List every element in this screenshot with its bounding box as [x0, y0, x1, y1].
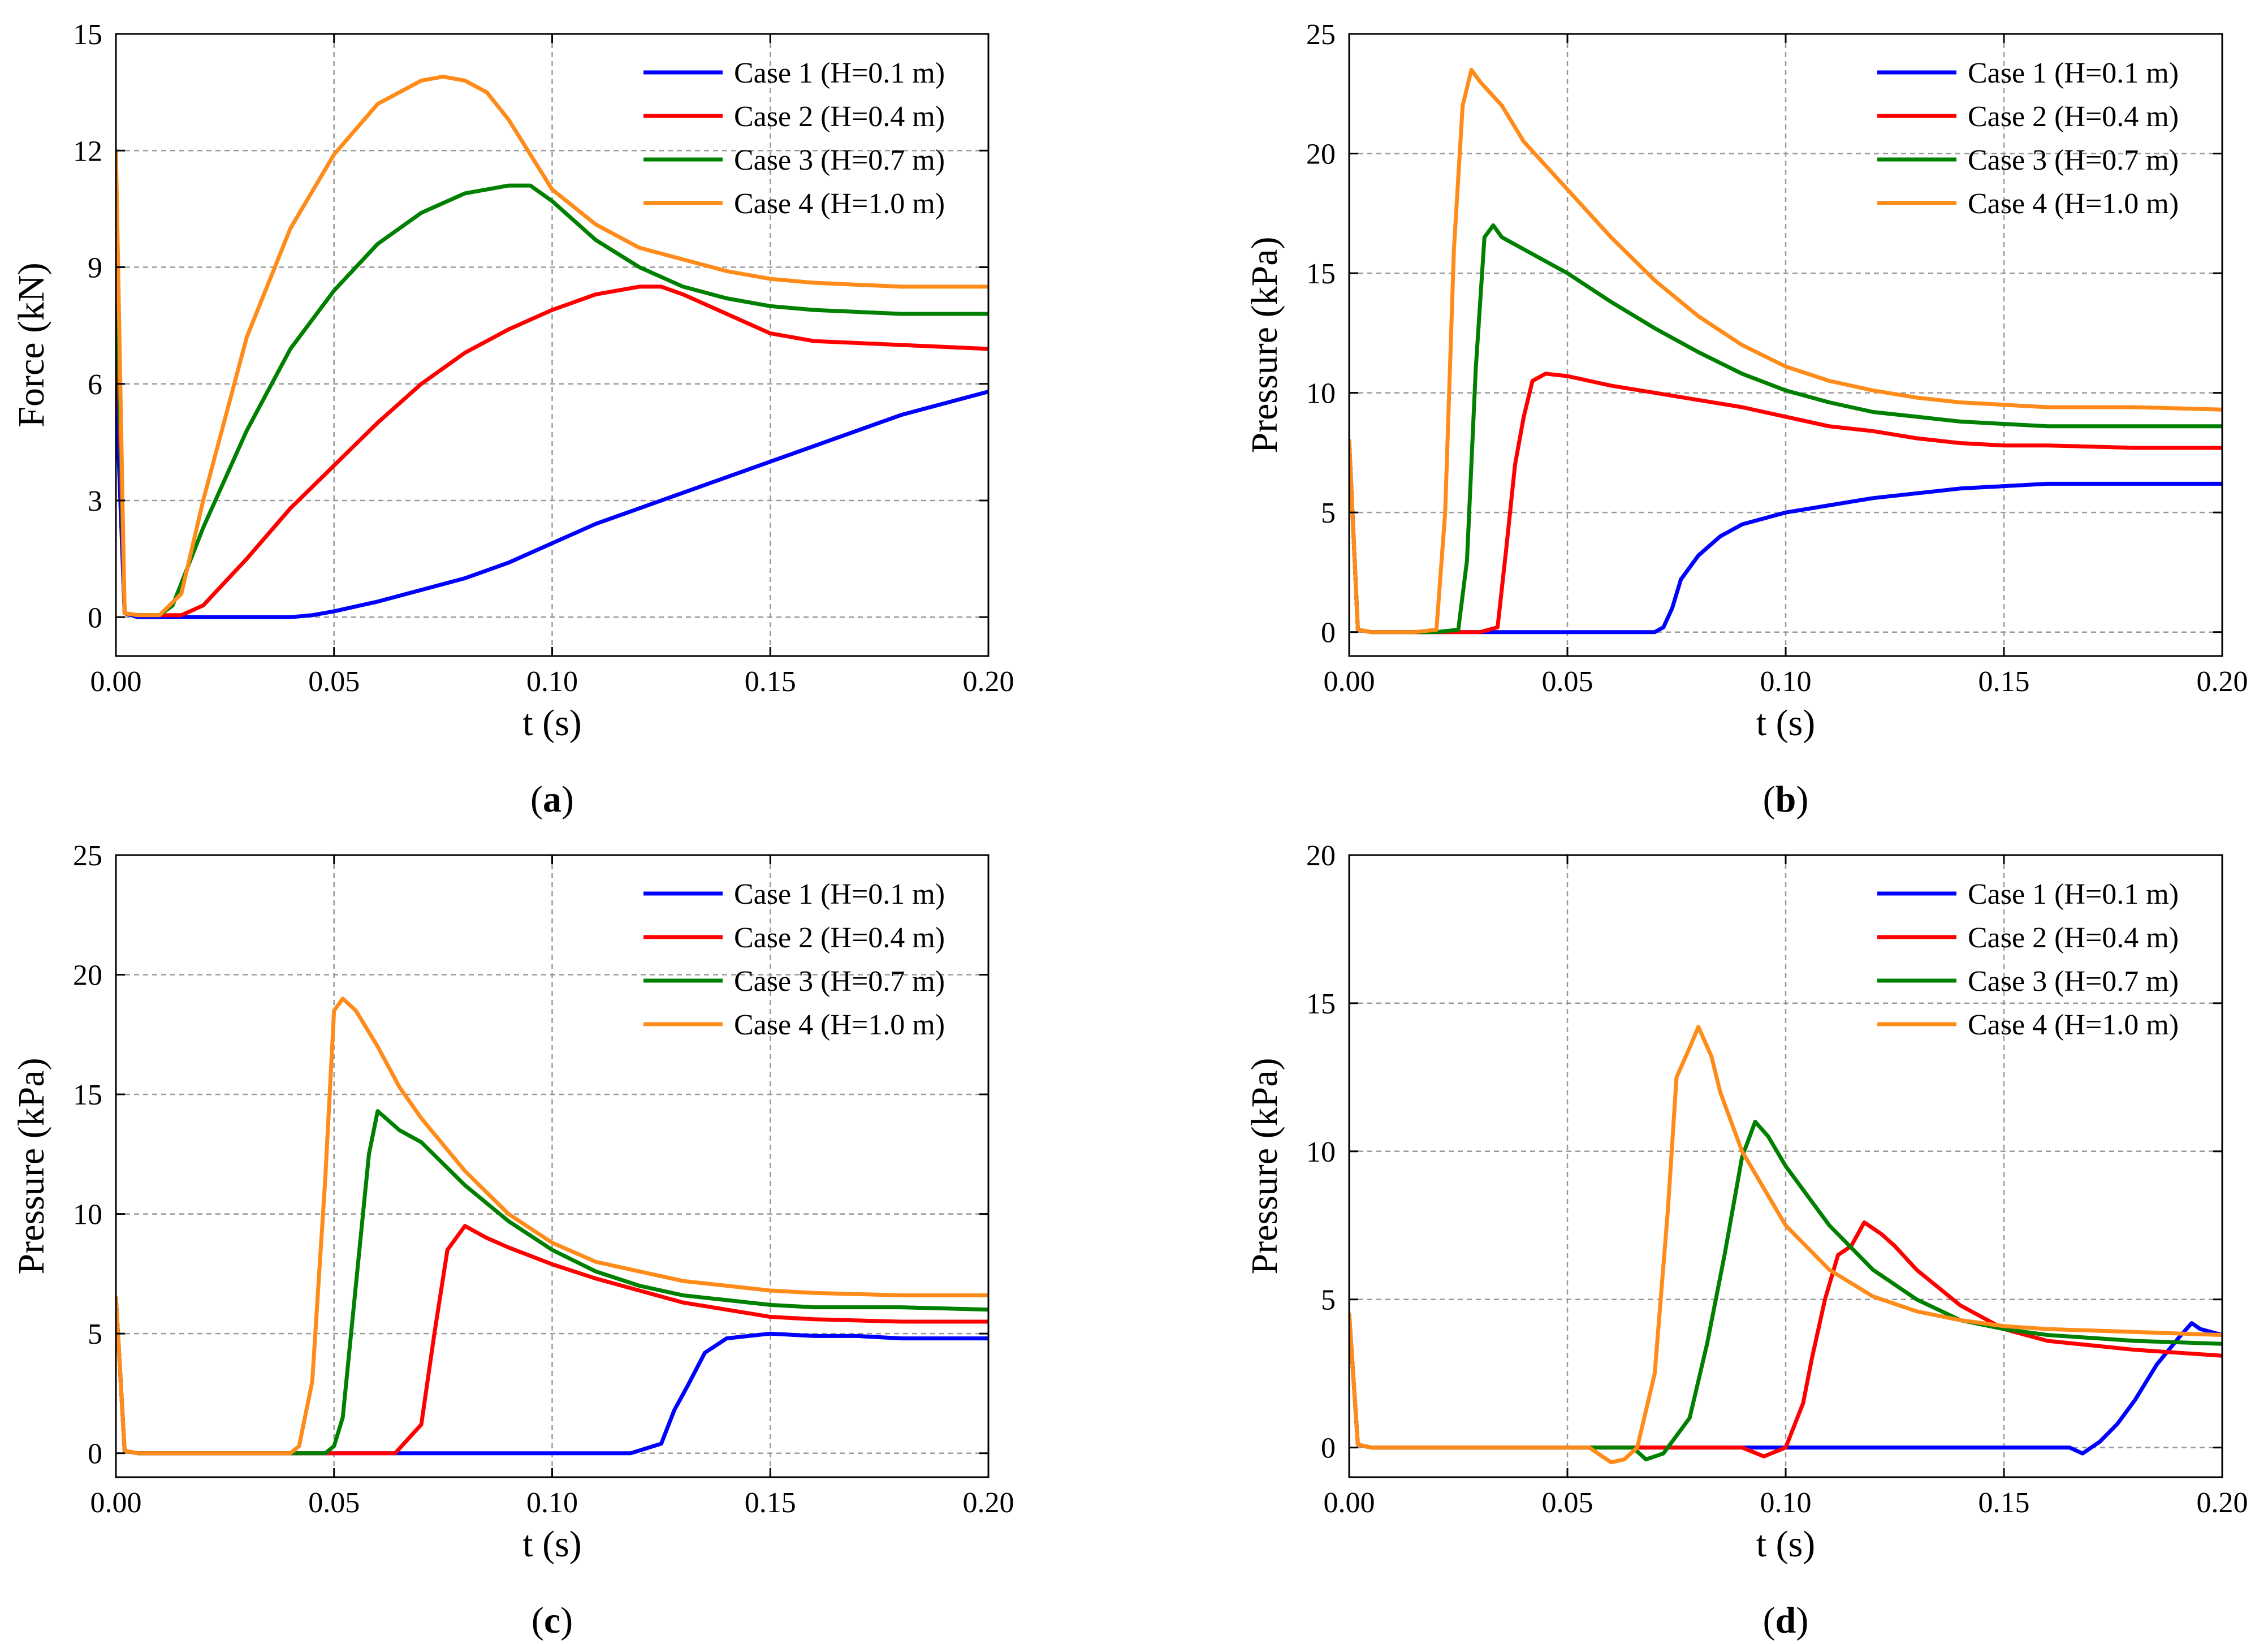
- panel-c-series-case-2: [116, 1224, 988, 1456]
- panel-a-x-tick-label: 0.15: [745, 666, 796, 698]
- panel-c-y-tick-label: 10: [73, 1199, 102, 1231]
- panel-a-x-tick-label: 0.20: [963, 666, 1014, 698]
- panel-a-series-case-4: [116, 75, 988, 618]
- panel-b-x-tick-label: 0.15: [1978, 666, 2030, 698]
- panel-a-x-axis-label: t (s): [522, 702, 581, 744]
- panel-b-y-tick-label: 15: [1306, 258, 1336, 290]
- panel-a-y-tick-label: 0: [88, 602, 102, 634]
- panel-d-legend-label-case-3: Case 3 (H=0.7 m): [1968, 965, 2179, 998]
- panel-a-series-case-1: [116, 382, 988, 619]
- panel-d-x-tick-label: 0.10: [1760, 1487, 1812, 1519]
- panel-c-x-tick-label: 0.05: [308, 1487, 360, 1519]
- panel-c-legend-label-case-4: Case 4 (H=1.0 m): [734, 1009, 945, 1041]
- panel-b-legend-label-case-2: Case 2 (H=0.4 m): [1968, 101, 2179, 133]
- panel-c-y-tick-label: 5: [88, 1318, 102, 1350]
- panel-b-legend-label-case-3: Case 3 (H=0.7 m): [1968, 144, 2179, 176]
- panel-b-y-tick-label: 0: [1321, 617, 1336, 649]
- panel-c-x-axis-label: t (s): [522, 1524, 581, 1565]
- panel-d-y-tick-label: 10: [1306, 1136, 1336, 1168]
- panel-a-legend-label-case-4: Case 4 (H=1.0 m): [734, 188, 945, 220]
- panel-b: 0.00 0.05 0.10 0.15 0.20 0 5 10 15 20 25 t (s) Press…: [1244, 19, 2248, 820]
- panel-d-legend-label-case-1: Case 1 (H=0.1 m): [1968, 878, 2179, 911]
- panel-c-caption-label: (c): [532, 1600, 573, 1641]
- panel-a-x-tick-label: 0.00: [90, 666, 142, 698]
- panel-b-series-case-2: [1349, 372, 2222, 635]
- panel-a-x-tick-label: 0.10: [526, 666, 578, 698]
- panel-d-series-case-4: [1349, 1025, 2222, 1465]
- panel-b-x-tick-label: 0.00: [1324, 666, 1375, 698]
- panel-c-y-tick-label: 0: [88, 1438, 102, 1470]
- panel-a-y-tick-label: 9: [88, 252, 102, 284]
- panel-a-series-case-2: [116, 265, 988, 618]
- panel-d-caption-label: (d): [1763, 1600, 1809, 1641]
- panel-d-x-tick-label: 0.05: [1542, 1487, 1593, 1519]
- panel-b-legend-label-case-4: Case 4 (H=1.0 m): [1968, 188, 2179, 220]
- panel-d-y-axis-label: Pressure (kPa): [1244, 1058, 1285, 1274]
- panel-d-x-axis-label: t (s): [1756, 1524, 1815, 1565]
- panel-a-legend-label-case-1: Case 1 (H=0.1 m): [734, 57, 945, 89]
- panel-c-x-tick-label: 0.10: [526, 1487, 578, 1519]
- panel-d-y-tick-label: 20: [1306, 840, 1336, 872]
- panel-c: 0.00 0.05 0.10 0.15 0.20 0 5 10 15 20 25 t (s) Press…: [11, 840, 1014, 1641]
- panel-c-x-tick-label: 0.15: [745, 1487, 796, 1519]
- panel-d-y-tick-label: 15: [1306, 988, 1336, 1020]
- panel-d-y-tick-label: 5: [1321, 1284, 1336, 1317]
- panel-b-caption-label: (b): [1763, 779, 1809, 820]
- panel-c-x-tick-label: 0.20: [963, 1487, 1014, 1519]
- panel-c-y-tick-label: 20: [73, 960, 102, 992]
- panel-c-legend-label-case-1: Case 1 (H=0.1 m): [734, 878, 945, 911]
- panel-c-y-tick-label: 15: [73, 1079, 102, 1111]
- panel-c-series-case-4: [116, 996, 988, 1456]
- panel-b-y-axis-label: Pressure (kPa): [1244, 236, 1285, 453]
- panel-d-x-tick-label: 0.00: [1324, 1487, 1375, 1519]
- panel-b-legend-label-case-1: Case 1 (H=0.1 m): [1968, 57, 2179, 89]
- panel-b-x-axis-label: t (s): [1756, 702, 1815, 744]
- panel-b-x-tick-label: 0.20: [2197, 666, 2248, 698]
- panel-c-legend-label-case-3: Case 3 (H=0.7 m): [734, 965, 945, 998]
- panel-c-x-tick-label: 0.00: [90, 1487, 142, 1519]
- panel-d: 0.00 0.05 0.10 0.15 0.20 0 5 10 15 20 t (s) Pressur…: [1244, 840, 2248, 1641]
- panel-a-y-tick-label: 15: [73, 19, 102, 51]
- panel-b-y-tick-label: 25: [1306, 19, 1336, 51]
- panel-d-legend-label-case-2: Case 2 (H=0.4 m): [1968, 922, 2179, 954]
- panel-d-x-tick-label: 0.20: [2197, 1487, 2248, 1519]
- panel-a: 0.00 0.05 0.10 0.15 0.20 0 3 6 9 12 15 t (s) Force (…: [11, 19, 1014, 820]
- panel-c-y-tick-label: 25: [73, 840, 102, 872]
- panel-b-x-tick-label: 0.10: [1760, 666, 1812, 698]
- panel-c-y-axis-label: Pressure (kPa): [11, 1058, 52, 1274]
- panel-a-y-tick-label: 6: [88, 369, 102, 401]
- panel-d-legend-label-case-4: Case 4 (H=1.0 m): [1968, 1009, 2179, 1041]
- panel-b-y-tick-label: 20: [1306, 139, 1336, 171]
- panel-a-y-tick-label: 12: [73, 135, 102, 167]
- panel-b-y-tick-label: 5: [1321, 497, 1336, 529]
- panel-a-legend-label-case-3: Case 3 (H=0.7 m): [734, 144, 945, 176]
- panel-d-x-tick-label: 0.15: [1978, 1487, 2030, 1519]
- panel-c-series-case-3: [116, 1109, 988, 1456]
- panel-c-legend-label-case-2: Case 2 (H=0.4 m): [734, 922, 945, 954]
- panel-b-series-case-3: [1349, 223, 2222, 635]
- panel-a-caption-label: (a): [530, 779, 574, 820]
- panel-a-x-tick-label: 0.05: [308, 666, 360, 698]
- panel-d-y-tick-label: 0: [1321, 1432, 1336, 1465]
- panel-b-y-tick-label: 10: [1306, 378, 1336, 410]
- panel-b-x-tick-label: 0.05: [1542, 666, 1593, 698]
- panel-a-legend-label-case-2: Case 2 (H=0.4 m): [734, 101, 945, 133]
- panel-b-series-case-4: [1349, 68, 2222, 635]
- panel-a-y-tick-label: 3: [88, 485, 102, 517]
- panel-a-y-axis-label: Force (kN): [11, 262, 52, 427]
